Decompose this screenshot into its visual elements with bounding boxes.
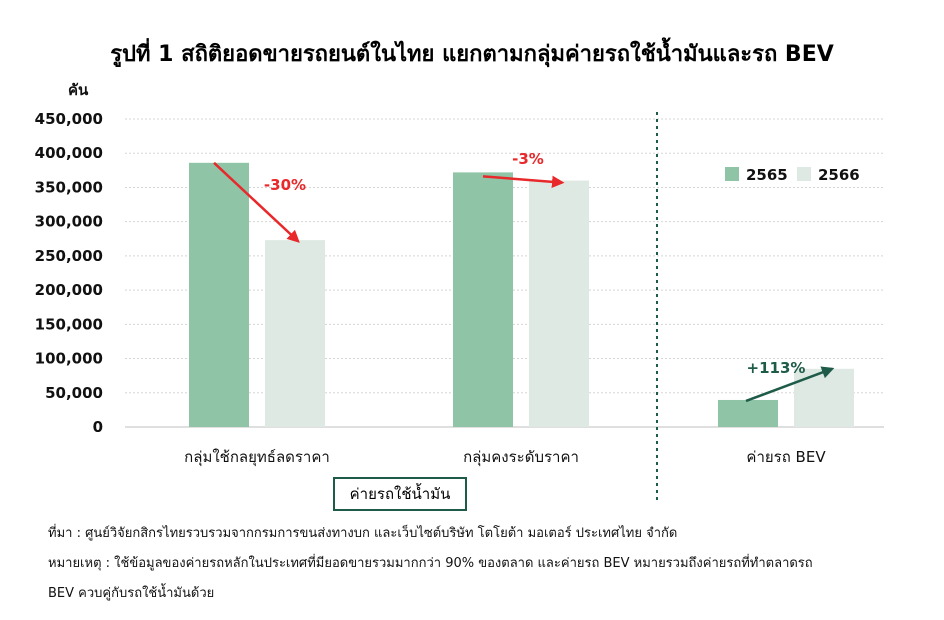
x-axis-categories: กลุ่มใช้กลยุทธ์ลดราคา กลุ่มคงระดับราคา ค่า… [184, 448, 826, 467]
remark-note-line1: หมายเหตุ : ใช้ข้อมูลของค่ายรถหลักในประเท… [48, 556, 813, 571]
bar-2565 [718, 399, 778, 427]
y-tick-label: 150,000 [35, 315, 103, 333]
y-tick-label: 200,000 [35, 281, 103, 299]
bar-2566 [794, 368, 854, 427]
legend-swatch-2566 [797, 167, 811, 181]
y-tick-label: 0 [93, 418, 103, 436]
change-arrows: -30% -3% +113% [213, 150, 835, 403]
bar-2565 [453, 172, 513, 427]
legend-label: 2566 [818, 166, 860, 184]
category-label: กลุ่มใช้กลยุทธ์ลดราคา [184, 448, 330, 467]
arrow-decline [213, 161, 300, 243]
change-label: -30% [264, 176, 306, 194]
bar-2566 [265, 240, 325, 427]
bars [189, 162, 854, 427]
category-label: กลุ่มคงระดับราคา [463, 448, 579, 467]
arrow-decline [482, 175, 565, 189]
y-tick-label: 250,000 [35, 247, 103, 265]
remark-note-line2: BEV ควบคู่กับรถใช้น้ำมันด้วย [48, 586, 215, 601]
category-label: ค่ายรถ BEV [746, 448, 826, 466]
y-tick-label: 450,000 [35, 110, 103, 128]
change-label: +113% [747, 359, 806, 377]
bar-2565 [189, 162, 249, 427]
y-tick-label: 300,000 [35, 213, 103, 231]
legend: 2565 2566 [725, 166, 860, 184]
y-axis-ticks: 0 50,000 100,000 150,000 200,000 250,000 300,0… [35, 110, 103, 436]
change-label: -3% [512, 150, 544, 168]
y-tick-label: 50,000 [45, 384, 103, 402]
y-tick-label: 400,000 [35, 144, 103, 162]
arrow-increase [745, 366, 835, 403]
chart-title: รูปที่ 1 สถิติยอดขายรถยนต์ในไทย แยกตามกล… [110, 42, 834, 67]
legend-swatch-2565 [725, 167, 739, 181]
source-note: ที่มา : ศูนย์วิจัยกสิกรไทยรวบรวมจากกรมกา… [48, 526, 678, 541]
oil-group-label: ค่ายรถใช้น้ำมัน [333, 477, 467, 511]
bar-2566 [529, 180, 589, 427]
y-tick-label: 350,000 [35, 178, 103, 196]
y-tick-label: 100,000 [35, 350, 103, 368]
legend-label: 2565 [746, 166, 788, 184]
y-axis-label: คัน [68, 81, 89, 99]
